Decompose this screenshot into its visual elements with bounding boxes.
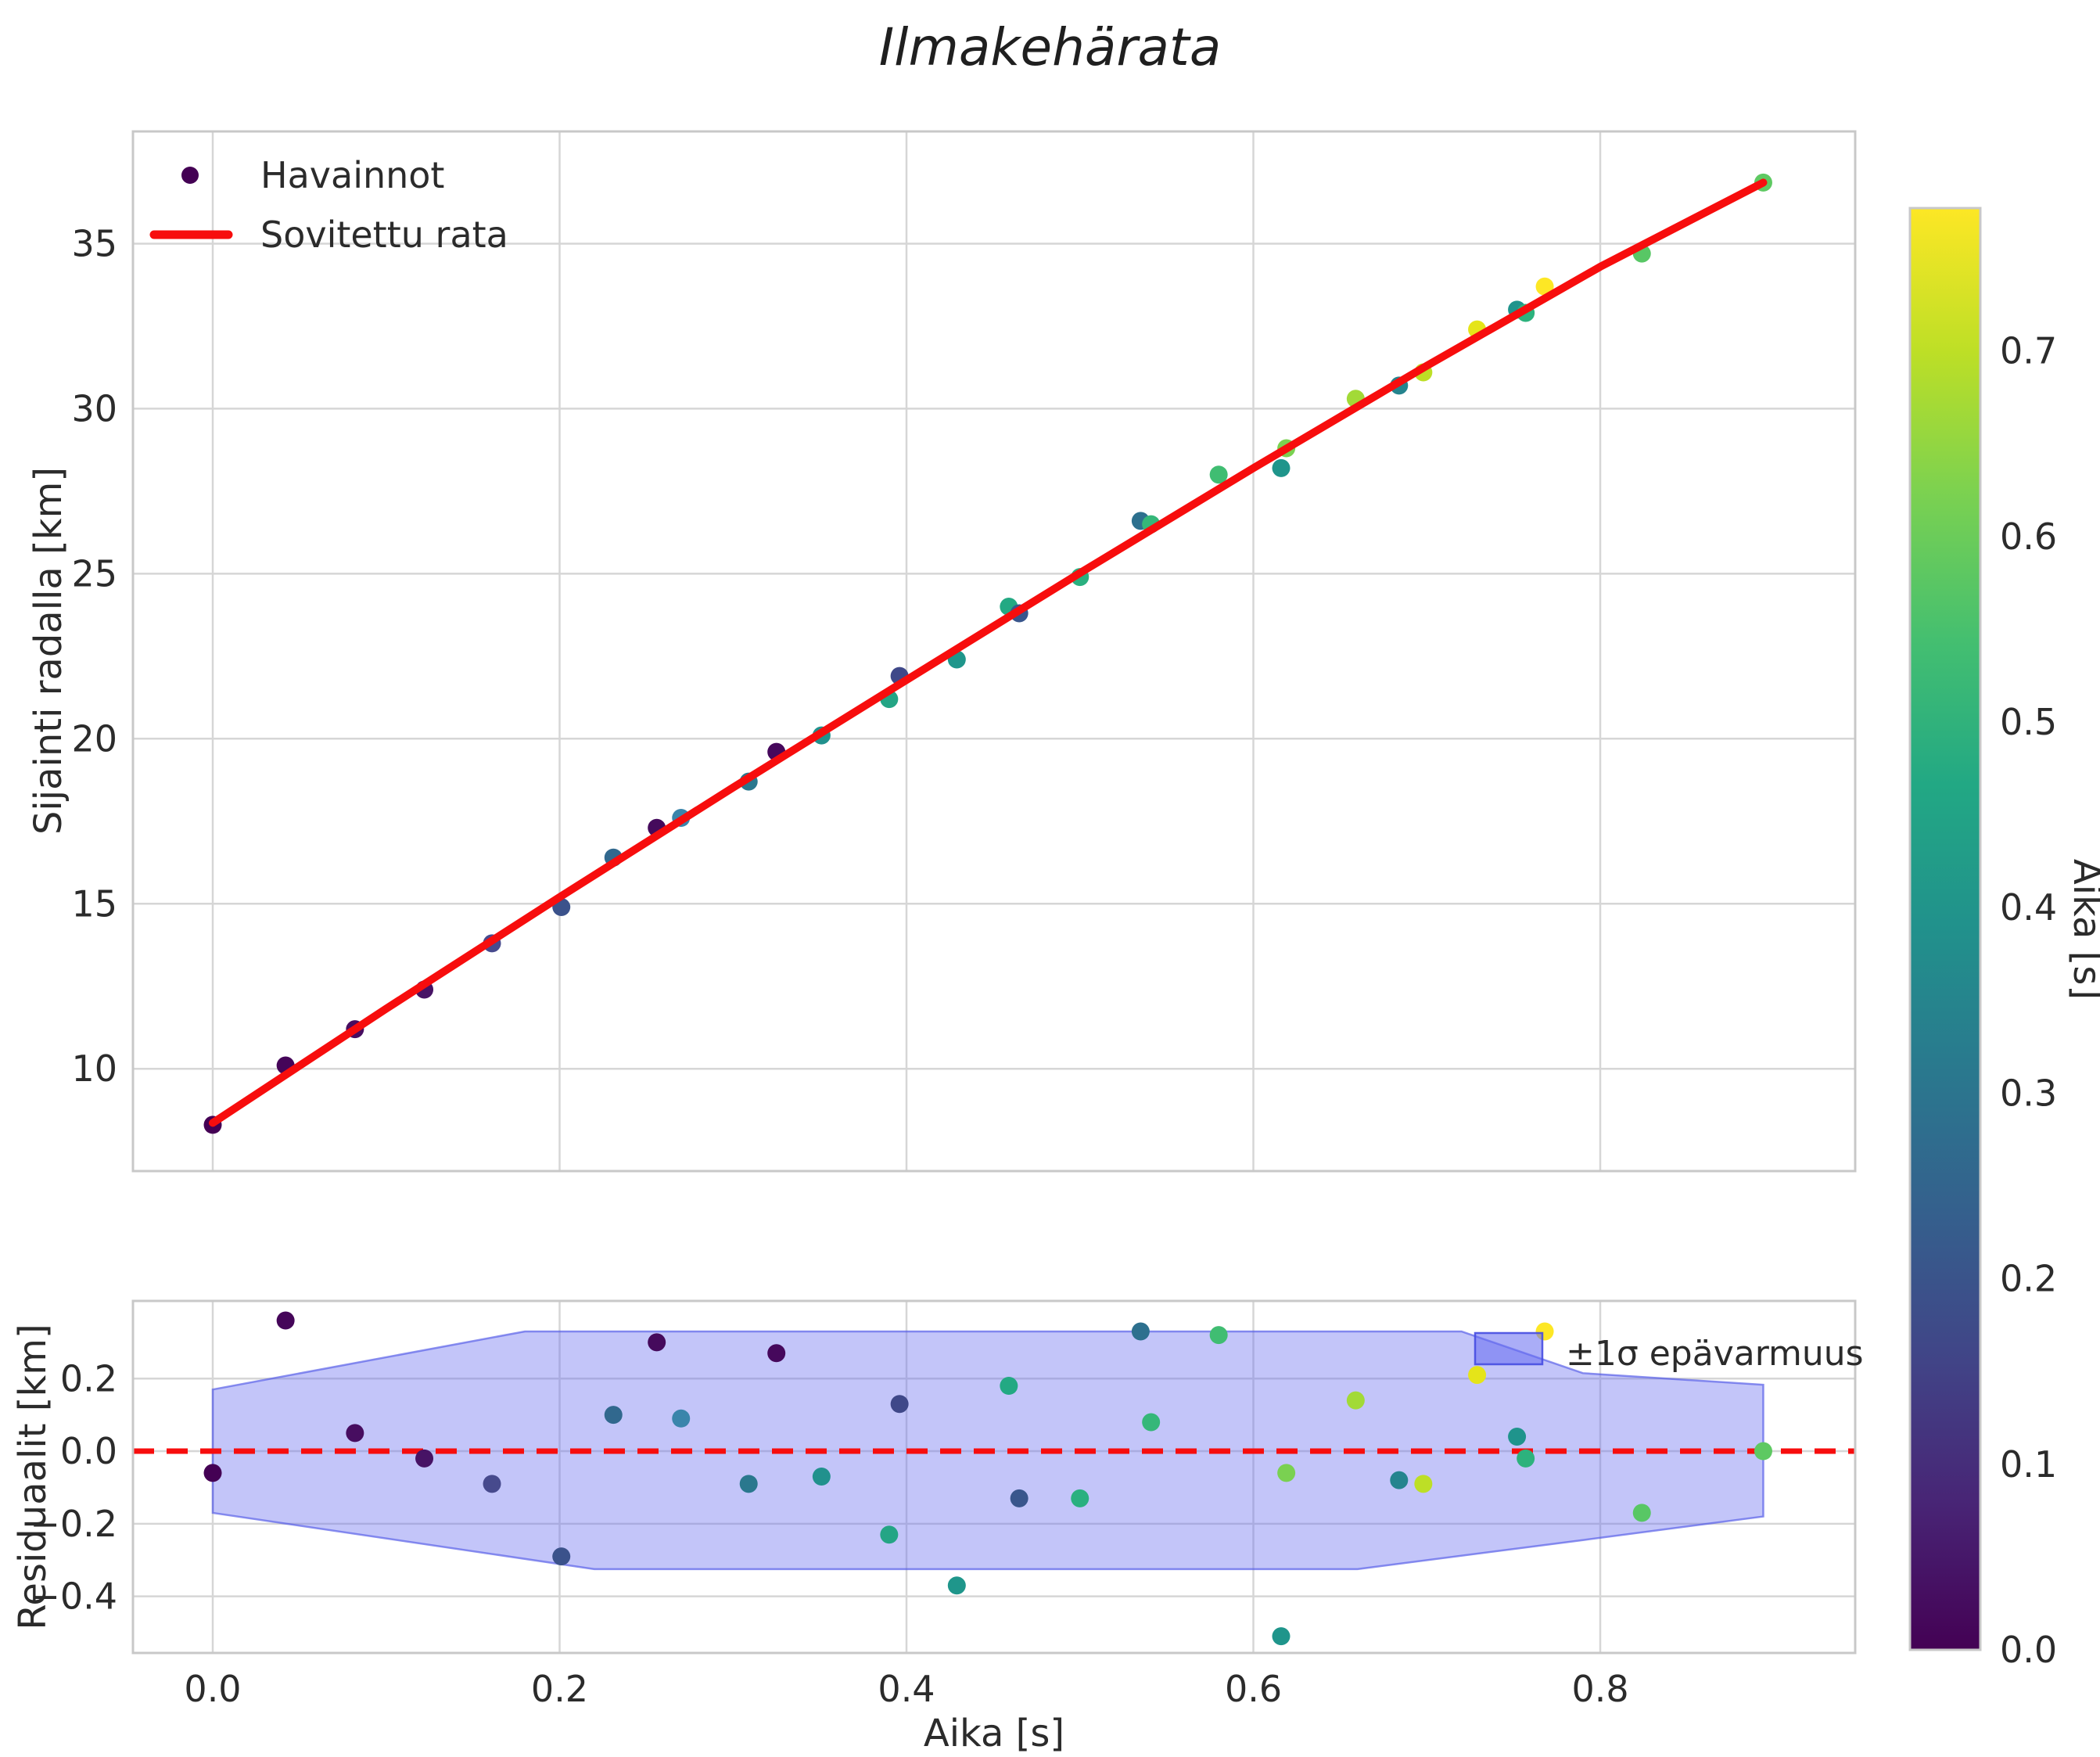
residual-point — [890, 1395, 909, 1414]
residual-point — [1468, 1366, 1487, 1385]
top-axes-frame — [131, 130, 1857, 1173]
colorbar — [1910, 208, 1980, 1650]
x-tick-label: 0.2 — [531, 1668, 588, 1710]
x-tick-label: 0.4 — [878, 1668, 935, 1710]
residual-point — [1414, 1475, 1433, 1493]
colorbar-tick-label: 0.3 — [2000, 1072, 2057, 1114]
residual-point — [276, 1311, 295, 1330]
residual-point — [1508, 1428, 1527, 1446]
residual-point — [203, 1464, 222, 1482]
band-legend: ±1σ epävarmuus — [1474, 1331, 1864, 1374]
residual-point — [1390, 1471, 1409, 1489]
x-axis-label: Aika [s] — [924, 1712, 1064, 1755]
data-point — [1209, 465, 1228, 484]
y-tick-label-top: 20 — [71, 717, 117, 760]
page-title: Ilmakehärata — [878, 17, 1222, 77]
y-tick-label-bottom: 0.2 — [60, 1357, 117, 1399]
residual-point — [346, 1424, 364, 1443]
residual-point — [648, 1333, 666, 1352]
residual-point — [1000, 1377, 1018, 1396]
band-legend-label: ±1σ epävarmuus — [1566, 1334, 1864, 1374]
y-tick-label-top: 15 — [71, 882, 117, 925]
data-point — [1535, 277, 1554, 296]
tick-labels-layer: 10 15 20 25 30 35 0.2 0.0 −0.2 −0.4 0.0 0.2 0.4 0.6 0.… — [30, 222, 2057, 1710]
band-legend-swatch — [1474, 1331, 1544, 1366]
legend-marker-observations — [181, 167, 199, 184]
residual-point — [947, 1576, 966, 1595]
legend-label-fit: Sovitettu rata — [260, 214, 508, 256]
residual-point — [415, 1449, 434, 1468]
residual-point — [812, 1468, 831, 1486]
residual-point — [1632, 1504, 1651, 1522]
colorbar-label: Aika [s] — [2065, 859, 2100, 1000]
residual-point — [1209, 1326, 1228, 1345]
colorbar-tick-label: 0.1 — [2000, 1443, 2057, 1486]
residual-point — [1272, 1627, 1291, 1646]
residual-point — [1010, 1489, 1028, 1507]
data-layer — [133, 173, 1980, 1650]
colorbar-tick-label: 0.4 — [2000, 886, 2057, 929]
y-tick-label-top: 30 — [71, 387, 117, 429]
y-tick-label-top: 10 — [71, 1047, 117, 1090]
residual-point — [483, 1475, 501, 1493]
x-tick-label: 0.8 — [1571, 1668, 1628, 1710]
colorbar-tick-label: 0.7 — [2000, 330, 2057, 372]
legend: Havainnot Sovitettu rata — [149, 154, 508, 256]
y-tick-label-bottom: 0.0 — [60, 1430, 117, 1472]
y-tick-label-top: 25 — [71, 552, 117, 595]
residual-point — [1517, 1449, 1535, 1468]
bottom-axes-frame — [131, 1299, 1857, 1655]
residual-point — [767, 1344, 786, 1363]
residual-point — [739, 1475, 758, 1493]
y-tick-label-top: 35 — [71, 222, 117, 264]
axes-frames-layer — [131, 130, 1982, 1655]
residual-point — [1071, 1489, 1089, 1507]
colorbar-tick-label: 0.6 — [2000, 516, 2057, 558]
x-tick-label: 0.6 — [1225, 1668, 1282, 1710]
residual-point — [552, 1547, 571, 1566]
residual-point — [1346, 1391, 1365, 1410]
residual-point — [1277, 1464, 1296, 1482]
residual-point — [672, 1409, 691, 1428]
residual-point — [604, 1406, 623, 1425]
x-tick-label: 0.0 — [184, 1668, 241, 1710]
y-axis-label-top: Sijainti radalla [km] — [27, 467, 70, 835]
colorbar-tick-label: 0.5 — [2000, 701, 2057, 743]
residual-point — [1142, 1413, 1161, 1432]
y-tick-label-bottom: −0.4 — [30, 1576, 117, 1618]
legend-label-observations: Havainnot — [260, 154, 444, 196]
colorbar-tick-label: 0.0 — [2000, 1629, 2057, 1671]
colorbar-tick-label: 0.2 — [2000, 1258, 2057, 1300]
y-axis-label-bottom: Residuaalit [km] — [11, 1324, 55, 1630]
fitted-line — [209, 178, 1768, 1127]
y-tick-label-bottom: −0.2 — [30, 1503, 117, 1545]
residual-point — [880, 1525, 899, 1544]
data-point — [1272, 458, 1291, 477]
residual-point — [1131, 1322, 1150, 1341]
colorbar-frame — [1908, 207, 1982, 1651]
residual-point — [1754, 1442, 1772, 1461]
